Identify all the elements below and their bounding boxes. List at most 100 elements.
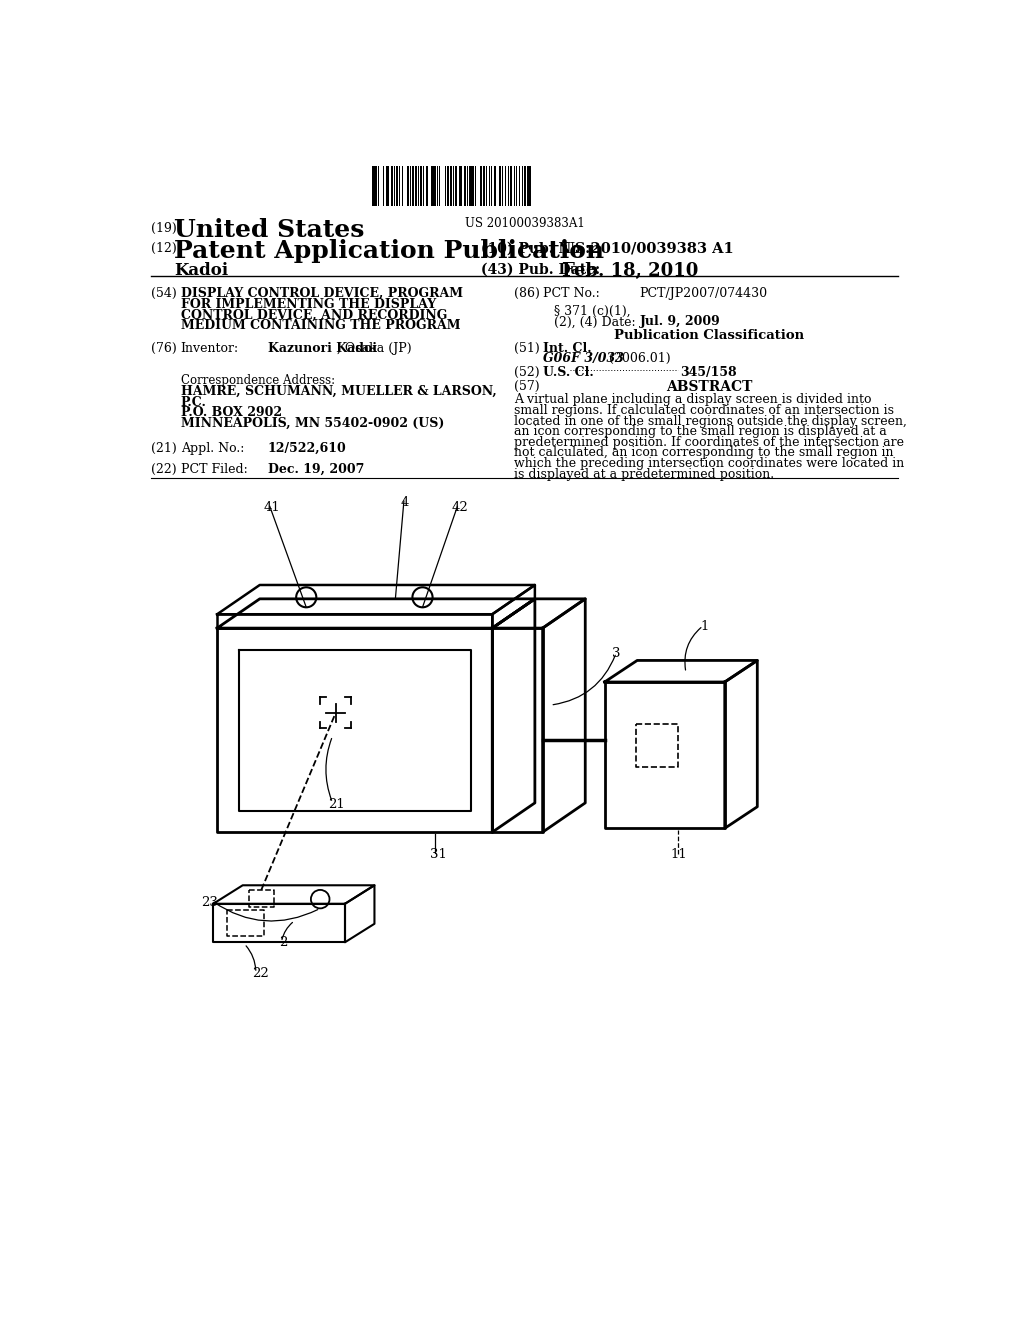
Text: (2006.01): (2006.01) — [608, 352, 670, 366]
Text: Int. Cl.: Int. Cl. — [543, 342, 591, 355]
Text: small regions. If calculated coordinates of an intersection is: small regions. If calculated coordinates… — [514, 404, 894, 417]
Bar — [426, 166, 428, 206]
Bar — [524, 166, 526, 206]
Text: (21): (21) — [152, 442, 177, 455]
Bar — [438, 166, 440, 206]
Text: (57): (57) — [514, 380, 540, 393]
Text: Kadoi: Kadoi — [174, 263, 228, 280]
Text: United States: United States — [174, 218, 365, 243]
Bar — [527, 166, 528, 206]
Bar — [375, 166, 377, 206]
Text: Feb. 18, 2010: Feb. 18, 2010 — [562, 263, 698, 280]
Text: (76): (76) — [152, 342, 177, 355]
Text: 21: 21 — [328, 797, 345, 810]
Text: (22): (22) — [152, 462, 177, 475]
Text: (10) Pub. No.:: (10) Pub. No.: — [480, 242, 590, 256]
Text: located in one of the small regions outside the display screen,: located in one of the small regions outs… — [514, 414, 907, 428]
Bar — [413, 166, 414, 206]
Text: 3: 3 — [612, 647, 621, 660]
Text: § 371 (c)(1),: § 371 (c)(1), — [554, 305, 631, 318]
Text: FOR IMPLEMENTING THE DISPLAY: FOR IMPLEMENTING THE DISPLAY — [180, 298, 436, 310]
Text: not calculated, an icon corresponding to the small region in: not calculated, an icon corresponding to… — [514, 446, 894, 459]
Bar — [471, 166, 474, 206]
Text: 22: 22 — [252, 966, 268, 979]
Text: ABSTRACT: ABSTRACT — [666, 380, 753, 395]
Text: DISPLAY CONTROL DEVICE, PROGRAM: DISPLAY CONTROL DEVICE, PROGRAM — [180, 286, 463, 300]
Bar — [447, 166, 449, 206]
Bar — [500, 166, 501, 206]
Text: 2: 2 — [280, 936, 288, 949]
Text: P.C.: P.C. — [180, 396, 207, 409]
Bar — [510, 166, 512, 206]
Text: 345/158: 345/158 — [680, 367, 736, 379]
Text: an icon corresponding to the small region is displayed at a: an icon corresponding to the small regio… — [514, 425, 887, 438]
Text: (12): (12) — [152, 242, 177, 255]
Bar — [407, 166, 410, 206]
Bar — [455, 166, 457, 206]
Text: CONTROL DEVICE, AND RECORDING: CONTROL DEVICE, AND RECORDING — [180, 309, 447, 322]
Text: Publication Classification: Publication Classification — [614, 330, 804, 342]
Bar — [483, 166, 484, 206]
Text: Dec. 19, 2007: Dec. 19, 2007 — [267, 462, 364, 475]
Bar — [415, 166, 417, 206]
Bar — [378, 166, 379, 206]
Text: MEDIUM CONTAINING THE PROGRAM: MEDIUM CONTAINING THE PROGRAM — [180, 319, 460, 333]
Text: U.S. Cl.: U.S. Cl. — [543, 367, 593, 379]
Text: (54): (54) — [152, 286, 177, 300]
Bar — [494, 166, 496, 206]
Text: PCT/JP2007/074430: PCT/JP2007/074430 — [640, 286, 768, 300]
Text: 31: 31 — [430, 847, 447, 861]
Text: Correspondence Address:: Correspondence Address: — [180, 374, 335, 387]
Bar — [420, 166, 422, 206]
Bar — [453, 166, 455, 206]
Text: US 2010/0039383 A1: US 2010/0039383 A1 — [562, 242, 734, 256]
Text: , Osaka (JP): , Osaka (JP) — [337, 342, 412, 355]
Text: predetermined position. If coordinates of the intersection are: predetermined position. If coordinates o… — [514, 436, 904, 449]
Text: HAMRE, SCHUMANN, MUELLER & LARSON,: HAMRE, SCHUMANN, MUELLER & LARSON, — [180, 385, 497, 397]
Text: 4: 4 — [400, 496, 410, 508]
Bar — [433, 166, 435, 206]
Text: G06F 3/033: G06F 3/033 — [543, 352, 624, 366]
Text: PCT No.:: PCT No.: — [543, 286, 599, 300]
Bar — [386, 166, 388, 206]
Text: 11: 11 — [671, 847, 687, 861]
Text: (86): (86) — [514, 286, 540, 300]
Bar — [461, 166, 462, 206]
Bar — [480, 166, 482, 206]
Text: PCT Filed:: PCT Filed: — [180, 462, 248, 475]
Bar — [467, 166, 468, 206]
Text: 41: 41 — [263, 502, 281, 513]
Text: is displayed at a predetermined position.: is displayed at a predetermined position… — [514, 467, 774, 480]
Text: (51): (51) — [514, 342, 540, 355]
Text: A virtual plane including a display screen is divided into: A virtual plane including a display scre… — [514, 393, 871, 407]
Text: Patent Application Publication: Patent Application Publication — [174, 239, 604, 263]
Text: Kazunori Kadoi: Kazunori Kadoi — [267, 342, 377, 355]
Text: 12/522,610: 12/522,610 — [267, 442, 346, 455]
Bar — [450, 166, 452, 206]
Text: 23: 23 — [202, 896, 218, 909]
Text: P.O. BOX 2902: P.O. BOX 2902 — [180, 407, 282, 420]
Text: (43) Pub. Date:: (43) Pub. Date: — [480, 263, 600, 276]
Bar — [418, 166, 420, 206]
Bar — [394, 166, 395, 206]
Text: (52): (52) — [514, 367, 540, 379]
Text: (2), (4) Date:: (2), (4) Date: — [554, 315, 636, 329]
Bar — [464, 166, 466, 206]
Bar — [469, 166, 471, 206]
Text: US 20100039383A1: US 20100039383A1 — [465, 216, 585, 230]
Bar — [396, 166, 397, 206]
Text: which the preceding intersection coordinates were located in: which the preceding intersection coordin… — [514, 457, 904, 470]
Text: (19): (19) — [152, 222, 177, 235]
Bar — [515, 166, 517, 206]
Bar — [372, 166, 374, 206]
Text: Inventor:: Inventor: — [180, 342, 239, 355]
Text: 1: 1 — [700, 620, 709, 634]
Bar — [521, 166, 523, 206]
Bar — [391, 166, 393, 206]
Text: MINNEAPOLIS, MN 55402-0902 (US): MINNEAPOLIS, MN 55402-0902 (US) — [180, 417, 444, 430]
Text: Appl. No.:: Appl. No.: — [180, 442, 244, 455]
Bar — [431, 166, 432, 206]
Text: Jul. 9, 2009: Jul. 9, 2009 — [640, 315, 720, 329]
Text: 42: 42 — [452, 502, 469, 513]
Bar — [529, 166, 531, 206]
